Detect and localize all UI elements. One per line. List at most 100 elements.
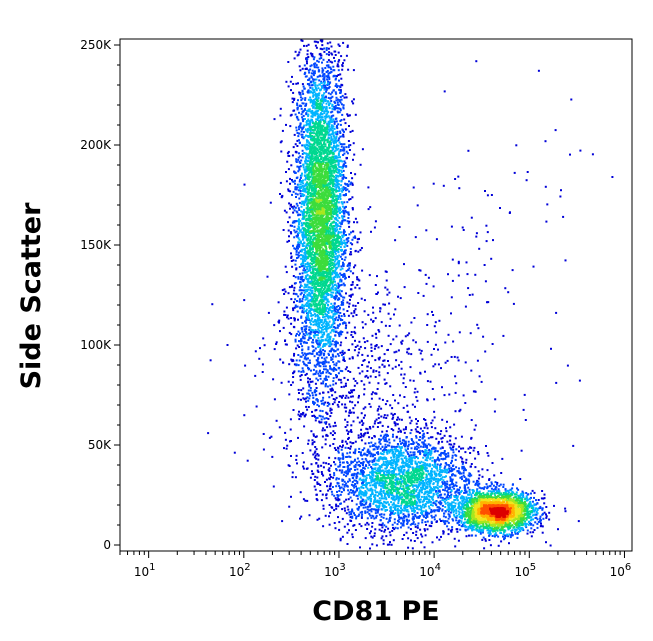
data-point xyxy=(455,485,458,487)
data-point xyxy=(398,226,401,228)
data-point xyxy=(303,362,306,365)
data-point xyxy=(406,404,409,407)
data-point xyxy=(335,503,338,506)
data-point xyxy=(380,502,383,504)
data-point xyxy=(432,495,435,498)
data-point xyxy=(302,109,305,112)
data-point xyxy=(448,393,451,396)
data-point xyxy=(450,483,453,486)
data-point xyxy=(330,350,332,353)
data-point xyxy=(304,145,307,148)
data-point xyxy=(322,504,325,507)
data-point xyxy=(354,468,356,471)
data-point xyxy=(356,344,359,347)
data-point xyxy=(302,256,305,259)
data-point xyxy=(354,217,357,220)
data-point xyxy=(337,230,340,233)
data-point xyxy=(424,511,427,514)
data-point xyxy=(336,125,338,128)
data-point xyxy=(425,229,428,232)
data-point xyxy=(417,516,420,519)
data-point xyxy=(452,511,455,514)
data-point xyxy=(299,96,302,99)
data-point xyxy=(373,459,376,462)
data-point xyxy=(377,508,380,511)
data-point xyxy=(439,464,442,467)
data-point xyxy=(298,51,301,54)
data-point xyxy=(384,303,386,306)
data-point xyxy=(376,511,379,514)
data-point xyxy=(371,391,374,394)
data-point xyxy=(349,519,352,522)
data-point xyxy=(470,419,473,421)
data-point xyxy=(326,87,329,90)
data-point xyxy=(308,332,311,335)
data-point xyxy=(322,391,324,394)
data-point xyxy=(305,134,308,137)
data-point xyxy=(331,104,334,106)
data-point xyxy=(336,63,339,66)
data-point xyxy=(392,445,395,448)
data-point xyxy=(371,467,373,470)
data-point xyxy=(452,468,455,471)
data-point xyxy=(362,493,365,496)
data-point xyxy=(307,113,310,116)
data-point xyxy=(428,507,431,510)
data-point xyxy=(337,43,340,46)
data-point xyxy=(312,81,315,84)
data-point xyxy=(328,456,331,459)
data-point xyxy=(355,515,358,518)
data-point xyxy=(298,223,300,226)
data-point xyxy=(308,385,311,388)
data-point xyxy=(413,317,416,319)
data-point xyxy=(302,269,305,272)
data-point xyxy=(358,460,361,463)
data-point xyxy=(450,505,453,508)
data-point xyxy=(476,359,479,362)
data-point xyxy=(296,165,299,168)
data-point xyxy=(329,316,332,319)
data-point xyxy=(335,316,338,319)
data-point xyxy=(308,359,311,362)
data-point xyxy=(438,468,441,471)
data-point xyxy=(321,361,324,364)
data-point xyxy=(361,364,364,366)
data-point xyxy=(277,301,280,304)
data-point xyxy=(338,188,341,190)
data-point xyxy=(374,498,377,501)
data-point xyxy=(543,502,546,505)
data-point xyxy=(303,305,306,307)
data-point xyxy=(458,445,461,448)
data-point xyxy=(278,426,281,429)
data-point xyxy=(545,506,548,508)
data-point xyxy=(287,188,290,191)
data-point xyxy=(351,336,354,338)
data-point xyxy=(347,493,350,496)
data-point xyxy=(305,321,307,324)
data-point xyxy=(299,176,302,179)
data-point xyxy=(334,350,337,353)
data-point xyxy=(458,493,461,496)
data-point xyxy=(352,230,355,233)
data-point xyxy=(366,483,369,486)
data-point xyxy=(331,127,334,130)
data-point xyxy=(402,406,405,409)
data-point xyxy=(434,474,437,476)
data-point xyxy=(525,497,528,500)
data-point xyxy=(440,477,442,480)
data-point xyxy=(301,351,304,354)
data-point xyxy=(243,183,246,186)
data-point xyxy=(323,421,326,424)
data-point xyxy=(302,387,305,390)
data-point xyxy=(290,256,293,259)
data-point xyxy=(363,433,366,436)
data-point xyxy=(343,229,345,232)
data-point xyxy=(444,522,447,525)
data-point xyxy=(426,340,429,343)
data-point xyxy=(338,465,341,468)
data-point xyxy=(456,356,459,359)
data-point xyxy=(304,364,307,367)
data-point xyxy=(411,509,414,512)
data-point xyxy=(333,306,336,309)
data-point xyxy=(379,490,382,493)
